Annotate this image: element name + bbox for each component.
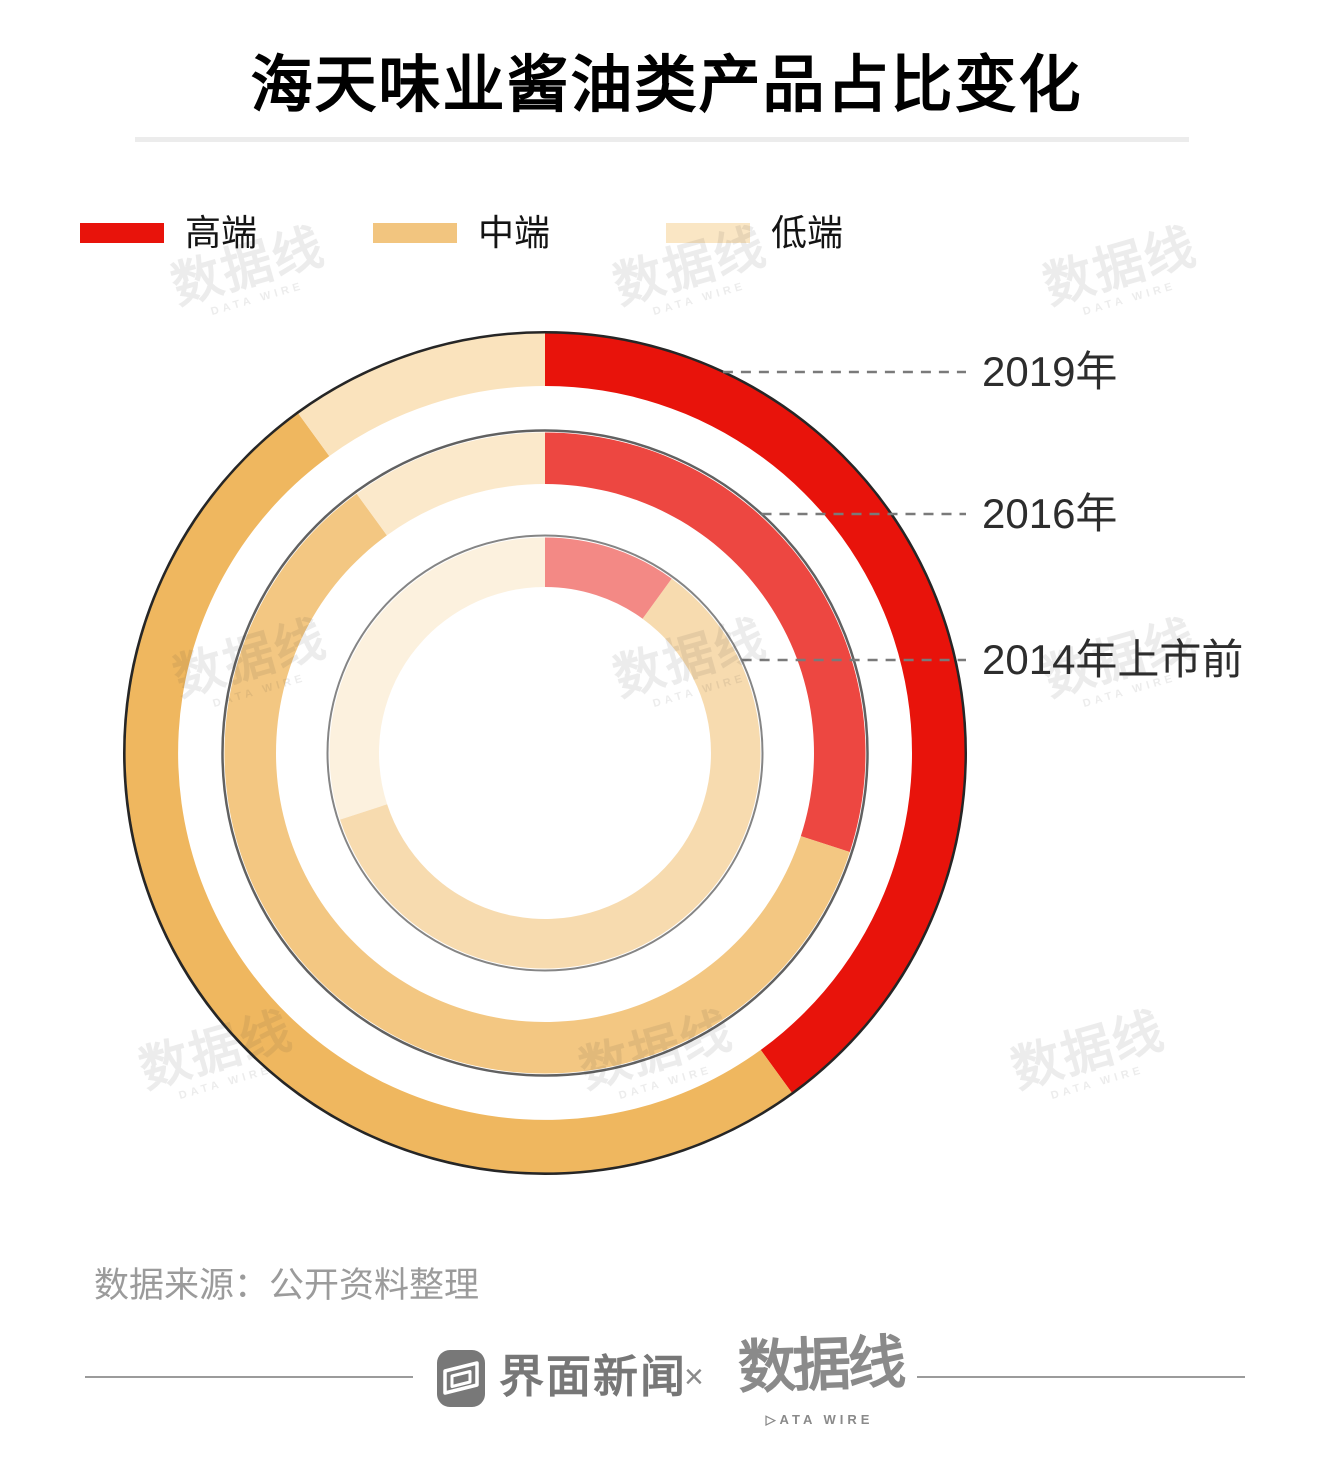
ring-segment-2019年-低端 — [298, 333, 545, 457]
ring-segment-2019年-高端 — [545, 333, 965, 1093]
legend-item-premium: 高端 — [80, 212, 257, 254]
legend-label-premium: 高端 — [185, 212, 258, 253]
ring-segment-2014年上市前-低端 — [329, 537, 545, 820]
ring-outline-2016年 — [221, 429, 869, 1077]
ring-label-2019: 2019年 — [982, 348, 1118, 395]
datawire-logo-subtext: ▷ATA WIRE — [765, 1412, 874, 1427]
legend-label-low: 低端 — [771, 212, 844, 253]
ring-label-2016: 2016年 — [982, 490, 1118, 537]
legend-swatch-mid — [373, 223, 457, 243]
ring-segment-2016年-高端 — [545, 432, 866, 853]
ring-label-2014: 2014年上市前 — [982, 636, 1244, 683]
jiemian-logo-icon — [437, 1350, 485, 1407]
ring-outline-2019年 — [123, 331, 967, 1175]
datawire-logo-text: 数据线 — [736, 1330, 905, 1401]
ring-segment-2014年上市前-高端 — [545, 537, 672, 619]
footer-separator: × — [684, 1358, 704, 1396]
legend-item-low: 低端 — [666, 212, 843, 254]
footer-rule-left — [85, 1376, 413, 1378]
legend-swatch-low — [666, 223, 750, 243]
legend-item-mid: 中端 — [373, 212, 550, 254]
footer-rule-right — [917, 1376, 1245, 1378]
legend-swatch-premium — [80, 223, 164, 243]
legend-label-mid: 中端 — [478, 212, 551, 253]
ring-outline-2014年上市前 — [326, 534, 764, 972]
ring-segment-2016年-低端 — [356, 432, 545, 536]
ring-segment-2019年-中端 — [125, 413, 792, 1173]
title-divider — [135, 137, 1189, 142]
data-source-note: 数据来源：公开资料整理 — [94, 1266, 480, 1305]
jiemian-logo-text: 界面新闻 — [499, 1351, 688, 1402]
page-title: 海天味业酱油类产品占比变化 — [250, 51, 1083, 120]
